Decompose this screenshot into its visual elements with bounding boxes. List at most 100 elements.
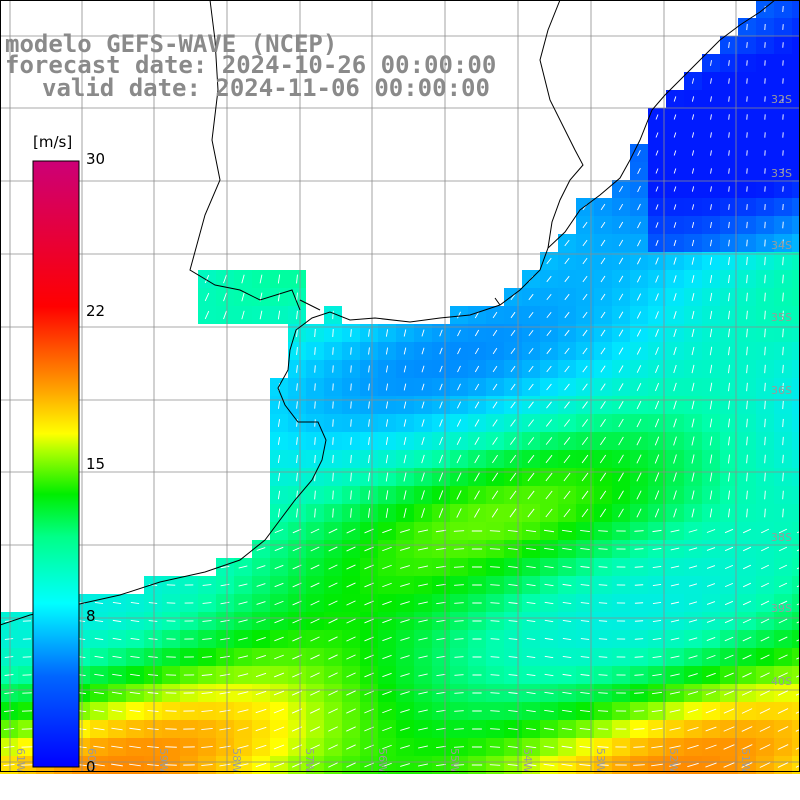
wind-arrow bbox=[728, 328, 730, 338]
wind-arrow bbox=[746, 490, 748, 500]
wind-arrow bbox=[637, 203, 641, 211]
wind-arrow bbox=[328, 582, 338, 588]
wind-arrow bbox=[546, 257, 552, 265]
wind-arrow bbox=[691, 96, 695, 102]
wind-arrow bbox=[382, 744, 392, 750]
wind-arrow bbox=[562, 655, 572, 659]
wind-arrow bbox=[618, 185, 624, 193]
wind-arrow bbox=[742, 582, 752, 588]
wind-arrow bbox=[526, 583, 536, 587]
wind-cell bbox=[792, 288, 800, 306]
wind-arrow bbox=[457, 311, 461, 319]
wind-arrow bbox=[202, 584, 212, 586]
wind-arrow bbox=[241, 292, 245, 302]
wind-arrow bbox=[314, 508, 316, 518]
wind-arrow bbox=[651, 727, 663, 731]
wind-arrow bbox=[112, 619, 122, 623]
wind-arrow bbox=[562, 529, 572, 533]
wind-cell bbox=[792, 144, 800, 162]
wind-arrow bbox=[130, 602, 140, 604]
wind-arrow bbox=[328, 600, 338, 606]
wind-arrow bbox=[723, 708, 735, 714]
wind-arrow bbox=[350, 437, 352, 445]
wind-arrow bbox=[728, 310, 730, 320]
wind-arrow bbox=[435, 565, 447, 569]
wind-arrow bbox=[201, 764, 213, 766]
wind-arrow bbox=[709, 508, 713, 518]
wind-arrow bbox=[543, 763, 555, 767]
wind-arrow bbox=[673, 311, 677, 319]
wind-arrow bbox=[367, 508, 371, 518]
wind-arrow bbox=[525, 727, 537, 731]
wind-arrow bbox=[94, 601, 104, 605]
wind-arrow bbox=[691, 186, 695, 192]
wind-arrow bbox=[350, 472, 352, 482]
wind-arrow bbox=[580, 584, 590, 586]
wind-arrow bbox=[778, 672, 788, 678]
wind-arrow bbox=[742, 672, 752, 678]
wind-arrow bbox=[277, 437, 281, 445]
wind-arrow bbox=[795, 710, 800, 714]
wind-arrow bbox=[618, 203, 624, 211]
wind-arrow bbox=[147, 728, 159, 730]
wind-arrow bbox=[618, 275, 624, 283]
wind-cell bbox=[792, 270, 800, 288]
wind-arrow bbox=[580, 709, 590, 713]
wind-arrow bbox=[651, 745, 663, 749]
wind-arrow bbox=[474, 437, 480, 445]
lon-label: 58W bbox=[230, 748, 243, 773]
wind-arrow bbox=[385, 383, 389, 391]
wind-arrow bbox=[724, 546, 734, 552]
wind-arrow bbox=[724, 618, 734, 624]
wind-arrow bbox=[526, 547, 536, 551]
wind-arrow bbox=[764, 382, 766, 392]
wind-arrow bbox=[724, 672, 734, 678]
wind-arrow bbox=[273, 726, 285, 732]
wind-arrow bbox=[489, 530, 501, 532]
wind-arrow bbox=[4, 638, 14, 640]
wind-arrow bbox=[508, 674, 518, 676]
wind-arrow bbox=[669, 691, 681, 695]
wind-arrow bbox=[654, 472, 660, 482]
wind-arrow bbox=[651, 709, 663, 713]
wind-arrow bbox=[255, 690, 267, 696]
wind-arrow bbox=[439, 347, 443, 355]
wind-arrow bbox=[778, 618, 788, 624]
wind-arrow bbox=[691, 328, 695, 338]
wind-arrow bbox=[219, 727, 231, 731]
wind-arrow bbox=[385, 454, 389, 464]
wind-arrow bbox=[782, 472, 784, 482]
title-line-1: modelo GEFS-WAVE (NCEP) bbox=[5, 30, 338, 58]
wind-arrow bbox=[438, 454, 444, 464]
wind-arrow bbox=[296, 401, 298, 409]
wind-arrow bbox=[598, 566, 608, 568]
wind-arrow bbox=[724, 636, 734, 642]
wind-arrow bbox=[760, 564, 770, 570]
wind-arrow bbox=[597, 710, 609, 712]
wind-arrow bbox=[256, 583, 266, 587]
wind-arrow bbox=[508, 602, 518, 604]
wind-arrow bbox=[147, 674, 159, 676]
wind-arrow bbox=[492, 454, 498, 464]
wind-arrow bbox=[438, 472, 444, 482]
wind-arrow bbox=[223, 274, 227, 284]
wind-arrow bbox=[706, 529, 716, 533]
wind-arrow bbox=[579, 745, 591, 749]
wind-arrow bbox=[129, 745, 141, 749]
wind-arrow bbox=[273, 708, 285, 714]
wind-arrow bbox=[310, 654, 320, 660]
wind-arrow bbox=[655, 329, 659, 337]
wind-arrow bbox=[782, 346, 784, 356]
wind-arrow bbox=[310, 690, 320, 696]
wind-arrow bbox=[400, 565, 410, 569]
wind-arrow bbox=[655, 257, 659, 265]
wind-arrow bbox=[490, 674, 500, 676]
wind-cell bbox=[792, 360, 800, 378]
wind-arrow bbox=[439, 383, 443, 391]
wind-arrow bbox=[728, 257, 730, 265]
wind-arrow bbox=[600, 239, 606, 247]
wind-arrow bbox=[545, 508, 553, 518]
wind-arrow bbox=[782, 490, 784, 500]
wind-arrow bbox=[597, 728, 609, 730]
